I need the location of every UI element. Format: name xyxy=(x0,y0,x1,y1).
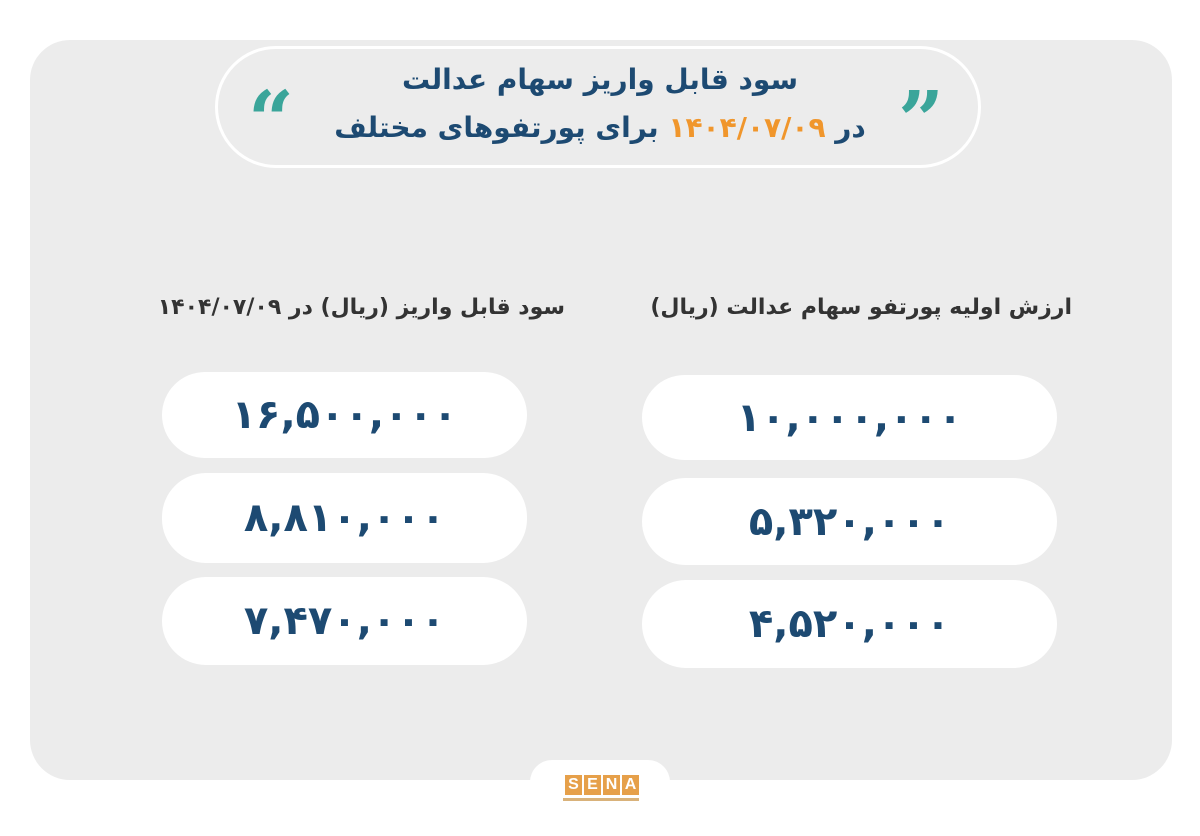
title-line-1: سود قابل واریز سهام عدالت xyxy=(402,63,798,96)
payable-profit-cell: ۷,۴۷۰,۰۰۰ xyxy=(162,577,527,665)
title-frame xyxy=(215,46,981,168)
title-line-2: در ۱۴۰۴/۰۷/۰۹ برای پورتفوهای مختلف xyxy=(300,104,900,152)
page-title: سود قابل واریز سهام عدالت در ۱۴۰۴/۰۷/۰۹ … xyxy=(300,56,900,152)
initial-value-cell: ۵,۳۲۰,۰۰۰ xyxy=(642,478,1057,565)
title-date: ۱۴۰۴/۰۷/۰۹ xyxy=(668,111,826,144)
open-quote-icon: “ xyxy=(248,73,295,167)
initial-value-cell: ۱۰,۰۰۰,۰۰۰ xyxy=(642,375,1057,460)
initial-value-cell: ۴,۵۲۰,۰۰۰ xyxy=(642,580,1057,668)
sena-logo: S E N A xyxy=(565,775,639,795)
payable-profit-cell: ۸,۸۱۰,۰۰۰ xyxy=(162,473,527,563)
payable-profit-cell: ۱۶,۵۰۰,۰۰۰ xyxy=(162,372,527,458)
payable-profit-header: سود قابل واریز (ریال) در ۱۴۰۴/۰۷/۰۹ xyxy=(157,295,565,320)
title-suffix: برای پورتفوهای مختلف xyxy=(334,111,659,144)
close-quote-icon: ” xyxy=(898,73,945,167)
logo-subtitle xyxy=(563,798,639,801)
initial-value-header: ارزش اولیه پورتفو سهام عدالت (ریال) xyxy=(650,295,1072,320)
title-prefix: در xyxy=(835,111,866,144)
